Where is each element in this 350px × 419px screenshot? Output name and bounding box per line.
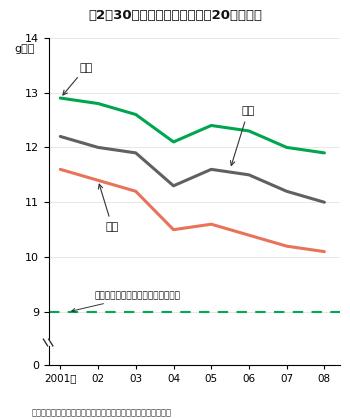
Text: 全体: 全体 — [231, 106, 255, 166]
Text: 男性: 男性 — [63, 62, 92, 95]
Text: 女性: 女性 — [98, 184, 119, 232]
Text: 図2－30　食塩摂取量の推移（20歳以上）: 図2－30 食塩摂取量の推移（20歳以上） — [88, 9, 262, 22]
Text: 取基準（2010年版）」: 取基準（2010年版）」 — [46, 418, 106, 419]
Text: 女性の食塩摂取目標量（7.5ｧ未満）: 女性の食塩摂取目標量（7.5ｧ未満） — [0, 418, 1, 419]
Text: g／日: g／日 — [14, 44, 34, 54]
Text: 男性の食塩摂取目標量（９ｧ未満）: 男性の食塩摂取目標量（９ｧ未満） — [72, 291, 180, 312]
Text: 資料：厚生労働省「国民健康・栄養調査」、「日本人の食事摄: 資料：厚生労働省「国民健康・栄養調査」、「日本人の食事摄 — [32, 408, 172, 417]
